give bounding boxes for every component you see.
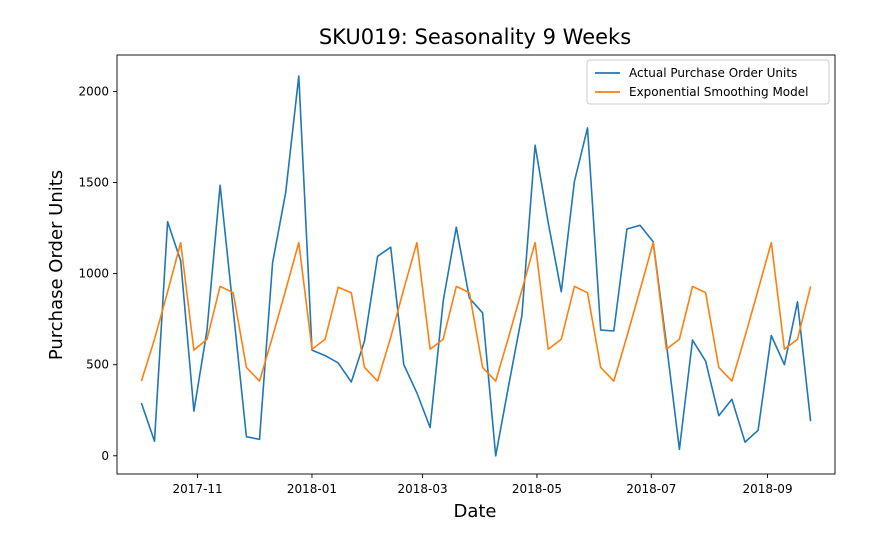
plot-frame bbox=[116, 54, 836, 475]
y-tick-label: 2000 bbox=[78, 84, 109, 98]
x-tick-label: 2018-05 bbox=[512, 482, 562, 496]
legend-label-2: Exponential Smoothing Model bbox=[629, 85, 808, 99]
legend-label-1: Actual Purchase Order Units bbox=[629, 66, 797, 80]
x-tick-label: 2017-11 bbox=[173, 482, 223, 496]
series-line-1 bbox=[140, 75, 812, 457]
legend-box bbox=[586, 59, 830, 105]
y-tick-label: 0 bbox=[101, 449, 109, 463]
y-tick-label: 1000 bbox=[78, 267, 109, 281]
x-tick-label: 2018-09 bbox=[742, 482, 792, 496]
series-line-2 bbox=[140, 241, 812, 382]
plot-area: 0 500 1000 1500 2000 2017-11 2018-01 2018-03 201… bbox=[78, 54, 836, 496]
x-tick-label: 2018-01 bbox=[287, 482, 337, 496]
y-axis-label: Purchase Order Units bbox=[46, 170, 67, 360]
chart-title: SKU019: Seasonality 9 Weeks bbox=[319, 25, 631, 49]
y-tick-label: 500 bbox=[86, 358, 109, 372]
x-axis-label: Date bbox=[453, 501, 496, 522]
x-tick-label: 2018-07 bbox=[626, 482, 676, 496]
y-tick-label: 1500 bbox=[78, 176, 109, 190]
x-tick-label: 2018-03 bbox=[398, 482, 448, 496]
